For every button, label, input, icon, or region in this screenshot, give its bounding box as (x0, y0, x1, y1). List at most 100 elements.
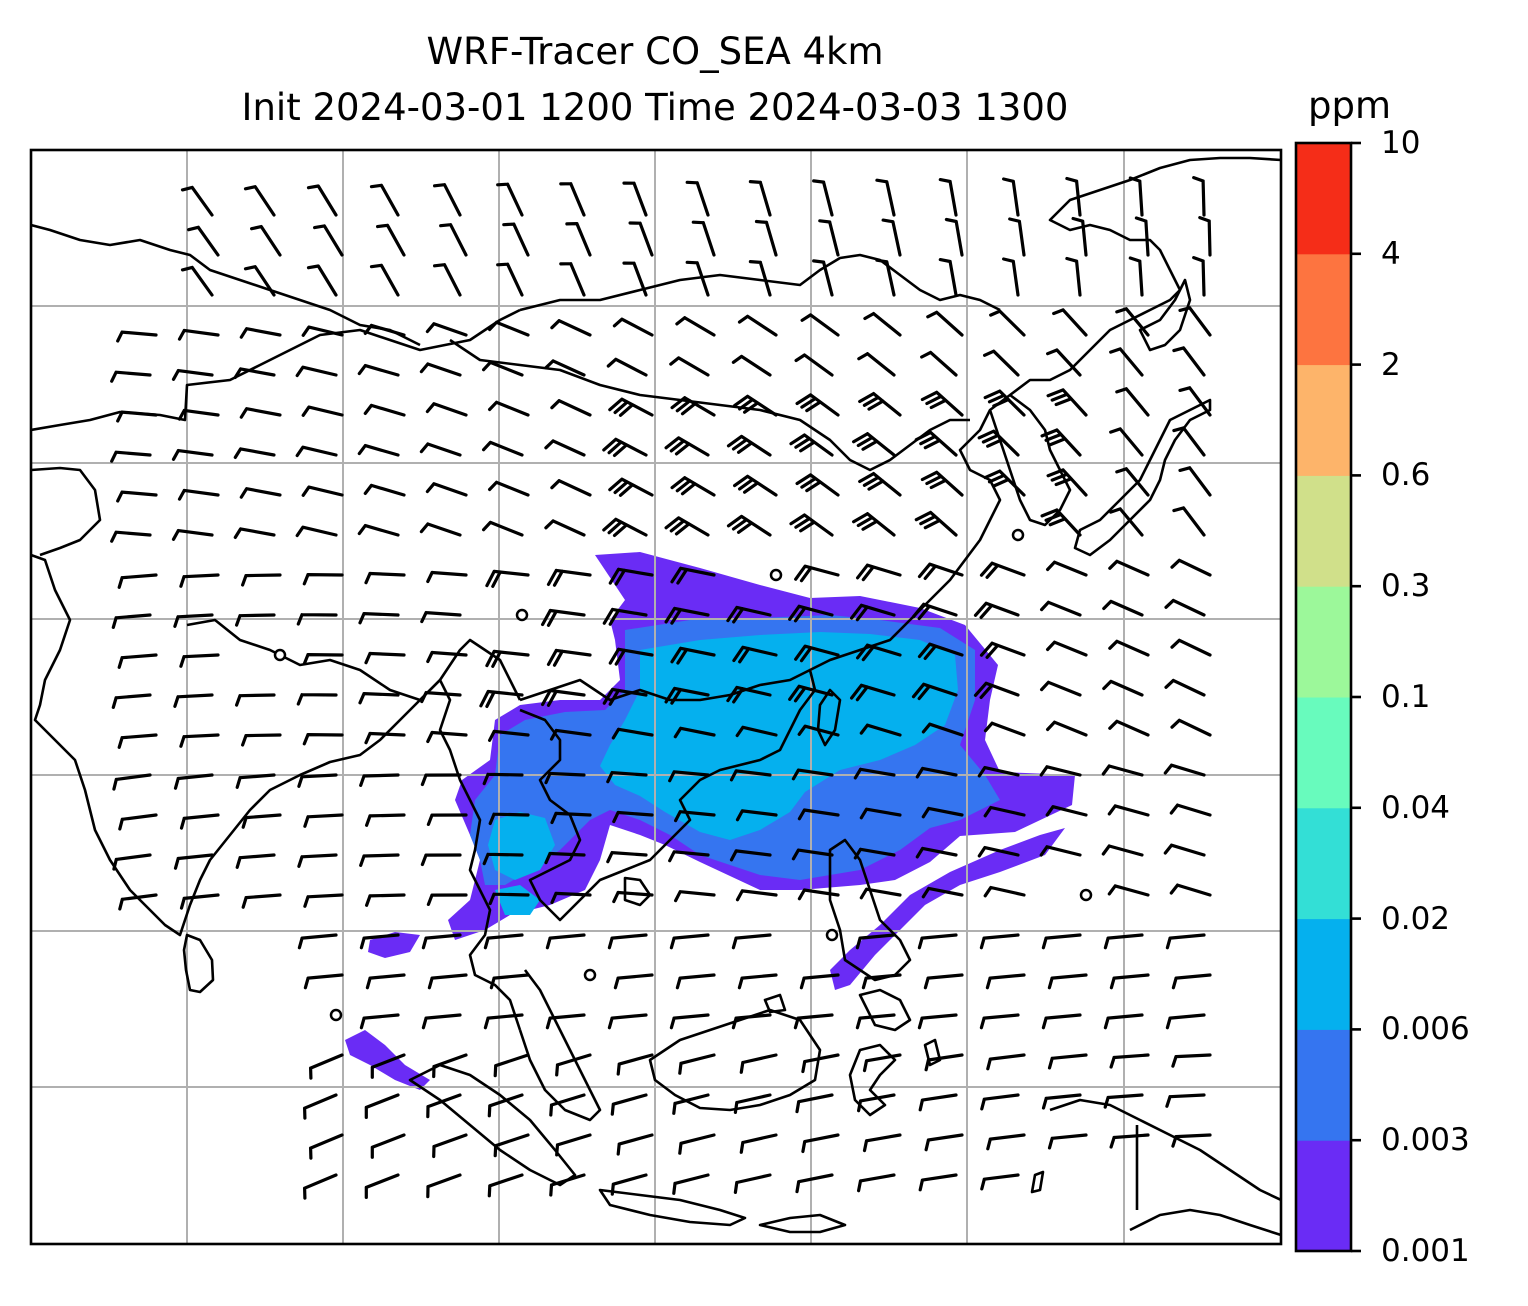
wind-barb (116, 330, 158, 343)
wind-barb (241, 893, 282, 909)
colorbar-segment (1296, 253, 1351, 366)
wind-barb (496, 262, 524, 297)
wind-barb (670, 566, 716, 585)
wind-barb (1109, 507, 1144, 537)
coastline-korea (988, 393, 1072, 527)
wind-barb (670, 646, 716, 665)
wind-barb (1178, 306, 1212, 337)
wind-barb (171, 449, 214, 461)
wind-barb (983, 805, 1026, 818)
wind-barb (180, 185, 214, 217)
wind-barb (606, 357, 648, 377)
wind-barb (493, 1133, 530, 1158)
wind-barb (365, 973, 406, 990)
wind-barb (1171, 1053, 1212, 1068)
wind-barb (926, 310, 964, 337)
wind-barb (482, 360, 524, 377)
wind-barb (628, 221, 654, 257)
wind-barb (818, 219, 840, 257)
wind-barb (309, 1053, 344, 1080)
wind-barb (1008, 217, 1026, 257)
wind-barb (376, 223, 406, 257)
wind-barb (616, 1053, 654, 1076)
wind-barb (986, 1053, 1026, 1071)
coastline-borneo (648, 1008, 822, 1112)
wind-barb (425, 402, 468, 417)
wind-barb (426, 813, 468, 826)
wind-barb (672, 1173, 710, 1195)
coastline-srilanka (182, 933, 215, 994)
wind-barb (1046, 388, 1088, 417)
wind-barb (179, 733, 220, 748)
wind-barb (303, 1173, 338, 1200)
wind-barb (1103, 1013, 1144, 1030)
wind-barb (911, 682, 958, 701)
wind-barb (602, 687, 648, 706)
wind-barb (608, 647, 654, 666)
calm-wind-marker (1079, 888, 1093, 902)
coastline-bay-bengal-east (438, 679, 522, 1031)
wind-barb (739, 1133, 778, 1154)
wind-barb (1128, 176, 1144, 217)
tracer-streak-south (830, 828, 1065, 990)
tracer-patch-west (368, 932, 420, 958)
coastline-taiwan (816, 688, 842, 747)
wind-barb (550, 319, 592, 337)
wind-barb (754, 219, 778, 257)
colorbar-tick-label: 0.3 (1381, 568, 1431, 605)
wind-barb (985, 973, 1026, 990)
coastline-australia-north (1129, 1208, 1281, 1237)
wind-barb (986, 1133, 1026, 1151)
wind-barb (856, 563, 902, 582)
wind-barb (791, 768, 834, 781)
wind-barb (1047, 1053, 1088, 1070)
wind-barb (685, 180, 710, 217)
wind-barbs (110, 176, 1212, 1200)
wind-barb (795, 1173, 834, 1194)
wind-barb (856, 643, 902, 662)
wind-barb (433, 183, 462, 217)
wind-barb (1103, 1093, 1144, 1109)
wind-barb (858, 472, 902, 497)
wind-barb (668, 850, 710, 863)
wind-barb (1172, 506, 1206, 537)
wind-barb (789, 513, 834, 537)
colorbar-segment (1296, 697, 1351, 809)
calm-wind-marker (583, 968, 597, 982)
wind-barb (863, 312, 902, 337)
wind-barb (303, 813, 344, 828)
wind-barb (426, 1093, 462, 1119)
colorbar-tick-label: 4 (1381, 235, 1401, 272)
wind-barb (363, 483, 406, 497)
wind-barb (241, 573, 282, 587)
wind-barb (370, 1133, 406, 1159)
wind-barb (110, 530, 152, 543)
wind-barb (674, 810, 716, 823)
calm-wind-marker (1011, 528, 1025, 542)
wind-barb (1109, 1053, 1150, 1069)
colorbar-tick-label: 0.003 (1381, 1122, 1470, 1159)
calm-wind-marker (329, 1008, 343, 1022)
wind-barb (1101, 844, 1144, 857)
wind-barb (358, 612, 400, 625)
wind-barb (173, 693, 214, 708)
island-small-1 (1030, 1170, 1045, 1194)
wind-barb (502, 222, 530, 257)
wind-barb (1065, 176, 1082, 217)
border-westasia (31, 466, 102, 557)
wind-barb (920, 470, 964, 497)
wind-barb (301, 485, 344, 497)
wind-barb (1165, 933, 1206, 950)
wind-barb (794, 644, 840, 663)
wind-barb (875, 258, 896, 297)
wind-barb (788, 604, 834, 623)
wind-barb (979, 641, 1026, 659)
wind-barb (1046, 640, 1088, 657)
wind-barb (432, 1133, 468, 1159)
wind-barb (674, 890, 716, 903)
wind-barb (794, 564, 840, 583)
wind-barb (1102, 679, 1144, 697)
wind-barb (117, 733, 158, 749)
wind-barb (483, 1013, 524, 1030)
wind-barb (239, 407, 282, 419)
